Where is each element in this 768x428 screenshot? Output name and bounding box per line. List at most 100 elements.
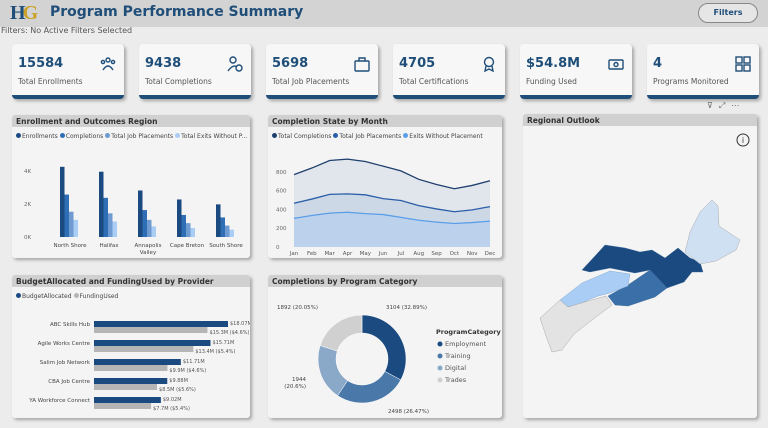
provider-label: ABC Skills Hub bbox=[50, 322, 91, 328]
legend-item[interactable]: Completions bbox=[58, 133, 103, 140]
x-tick-label: Valley bbox=[140, 250, 157, 256]
bar-total-job-placements bbox=[108, 213, 113, 237]
donut-slice-trades bbox=[319, 314, 363, 352]
bar-total-exits-without-p- bbox=[229, 229, 234, 237]
legend-item[interactable]: Total Job Placements bbox=[331, 133, 401, 140]
legend-item[interactable]: Total Exits Without P... bbox=[173, 133, 247, 140]
user-check-icon bbox=[227, 56, 243, 72]
map-panel: Regional Outlook i bbox=[523, 114, 757, 418]
bar-enrollments bbox=[99, 171, 104, 237]
kpi-card-total-enrollments[interactable]: 15584 Total Enrollments bbox=[12, 44, 124, 99]
kpi-label: Programs Monitored bbox=[653, 77, 729, 86]
bar-budgetallocated bbox=[94, 359, 181, 365]
legend-label: Total Job Placements bbox=[111, 133, 174, 140]
legend-marker bbox=[437, 377, 443, 383]
category-donut-chart: 3104 (32.89%) 2498 (26.47%) 1944(20.6%) 189… bbox=[277, 305, 501, 415]
more-options-icon[interactable]: ⋯ bbox=[731, 101, 746, 110]
budget-chart-panel: BudgetAllocated and FundingUsed by Provi… bbox=[12, 275, 250, 418]
donut-slice-training bbox=[337, 371, 402, 404]
kpi-label: Total Job Placements bbox=[272, 77, 350, 86]
line-total-job-placements bbox=[293, 193, 491, 213]
people-group-icon bbox=[100, 57, 116, 71]
data-label: 1944 bbox=[292, 377, 306, 383]
legend-item[interactable]: Exits Without Placement bbox=[401, 133, 483, 140]
y-tick-label: 200 bbox=[276, 226, 287, 232]
regional-map[interactable]: i bbox=[523, 126, 757, 418]
legend-label: FundingUsed bbox=[79, 293, 119, 300]
line-total-completions bbox=[293, 158, 491, 190]
y-tick-label: 0K bbox=[24, 235, 31, 241]
bar-fundingused bbox=[94, 327, 208, 333]
legend-label: Total Job Placements bbox=[339, 133, 402, 140]
legend-item[interactable]: Enrollments bbox=[14, 133, 58, 140]
legend-label: Exits Without Placement bbox=[409, 133, 483, 140]
kpi-card-total-certifications[interactable]: 4705 Total Certifications bbox=[393, 44, 505, 99]
legend-item[interactable]: Total Completions bbox=[270, 133, 331, 140]
legend-item[interactable]: BudgetAllocated bbox=[14, 293, 72, 300]
legend-label: Digital bbox=[445, 364, 466, 372]
x-tick-label: Oct bbox=[450, 251, 460, 257]
bar-budgetallocated bbox=[94, 397, 161, 403]
month-chart-panel: Completion State by Month Total Completi… bbox=[268, 115, 502, 258]
x-tick-label: Jun bbox=[378, 251, 388, 257]
y-tick-label: 600 bbox=[276, 189, 287, 195]
bar-completions bbox=[220, 217, 225, 237]
bar-budgetallocated bbox=[94, 378, 168, 384]
bar-total-job-placements bbox=[69, 211, 74, 237]
bar-budgetallocated bbox=[94, 321, 228, 327]
data-label: 3104 (32.89%) bbox=[386, 305, 427, 311]
kpi-card-funding-used[interactable]: $54.8M Funding Used bbox=[520, 44, 632, 99]
legend-marker bbox=[437, 353, 443, 359]
legend-label: BudgetAllocated bbox=[22, 293, 72, 300]
bar-total-job-placements bbox=[147, 219, 152, 237]
data-label: $18.07M bbox=[230, 321, 250, 327]
enrollment-chart-panel: Enrollment and Outcomes Region Enrollmen… bbox=[12, 115, 250, 258]
x-tick-label: North Shore bbox=[54, 243, 88, 249]
data-label: $9.88M bbox=[169, 378, 188, 384]
data-label: 1892 (20.05%) bbox=[277, 305, 318, 311]
map-region-south-shore[interactable] bbox=[539, 295, 613, 353]
kpi-card-programs-monitored[interactable]: 4 Programs Monitored bbox=[647, 44, 759, 99]
legend-label: Total Exits Without P... bbox=[181, 133, 248, 140]
legend-item[interactable]: FundingUsed bbox=[72, 293, 119, 300]
svg-text:i: i bbox=[742, 136, 744, 145]
y-tick-label: 400 bbox=[276, 207, 287, 213]
x-tick-label: Annapolis bbox=[135, 243, 162, 249]
y-tick-label: 800 bbox=[276, 170, 287, 176]
bar-total-exits-without-p- bbox=[190, 228, 195, 237]
data-label: (20.6%) bbox=[284, 384, 306, 390]
bar-budgetallocated bbox=[94, 340, 211, 346]
legend-label: Employment bbox=[445, 340, 487, 348]
filters-button[interactable]: Filters bbox=[698, 3, 758, 23]
bar-total-exits-without-p- bbox=[151, 226, 156, 237]
focus-mode-icon[interactable]: ⤢ bbox=[718, 101, 732, 110]
x-tick-label: Halifax bbox=[99, 243, 119, 249]
x-tick-label: South Shore bbox=[209, 243, 243, 249]
money-bill-icon bbox=[608, 59, 624, 70]
map-region-cape-breton[interactable] bbox=[684, 199, 741, 265]
bar-enrollments bbox=[60, 166, 65, 237]
kpi-card-total-completions[interactable]: 9438 Total Completions bbox=[139, 44, 251, 99]
x-tick-label: Jul bbox=[397, 251, 405, 257]
data-label: $15.3M ($4.6%) bbox=[209, 330, 249, 336]
kpi-label: Total Certifications bbox=[399, 77, 469, 86]
kpi-card-total-job-placements[interactable]: 5698 Total Job Placements bbox=[266, 44, 378, 99]
provider-label: YA Workforce Connect bbox=[28, 398, 91, 404]
x-tick-label: Dec bbox=[485, 251, 496, 257]
y-tick-label: 2K bbox=[24, 202, 31, 208]
bar-fundingused bbox=[94, 403, 152, 409]
legend-label: Trades bbox=[444, 376, 467, 384]
x-tick-label: Sep bbox=[431, 251, 442, 257]
completion-area-chart: 0 200 400 600 800 Jan Feb Mar Apr May Jun Jul Aug Sep… bbox=[276, 158, 496, 257]
legend-item[interactable]: Total Job Placements bbox=[103, 133, 173, 140]
filter-icon[interactable]: ⊽ bbox=[707, 101, 719, 110]
bar-completions bbox=[103, 197, 108, 237]
kpi-value: $54.8M bbox=[526, 56, 581, 71]
visual-header-icons[interactable]: ⊽⤢⋯ bbox=[707, 101, 745, 111]
info-icon[interactable] bbox=[736, 133, 750, 147]
x-tick-label: Aug bbox=[413, 251, 424, 257]
panel-title: Enrollment and Outcomes Region bbox=[12, 115, 250, 127]
donut-slice-employment bbox=[361, 314, 407, 381]
bar-completions bbox=[142, 210, 147, 237]
